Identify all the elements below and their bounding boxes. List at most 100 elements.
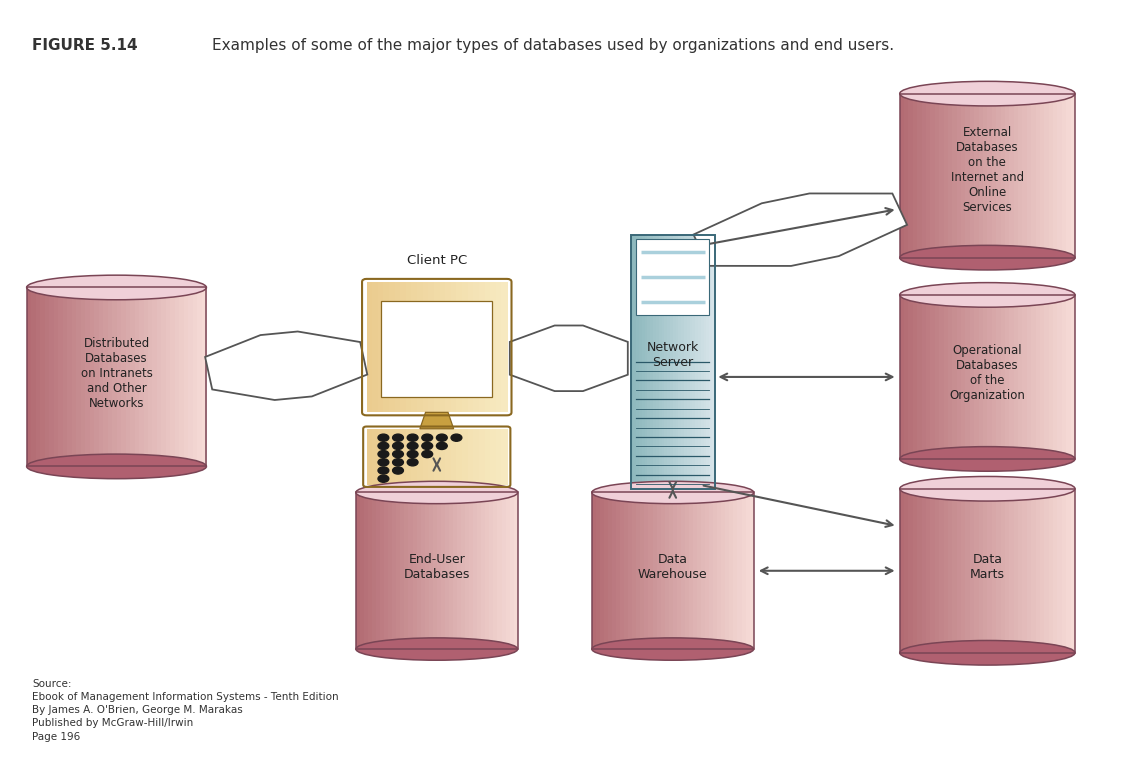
Polygon shape bbox=[608, 492, 612, 649]
Polygon shape bbox=[667, 235, 670, 489]
Polygon shape bbox=[701, 492, 705, 649]
Polygon shape bbox=[1010, 94, 1014, 258]
Polygon shape bbox=[718, 492, 722, 649]
Polygon shape bbox=[367, 282, 372, 412]
Polygon shape bbox=[126, 288, 130, 466]
Polygon shape bbox=[661, 235, 664, 489]
Ellipse shape bbox=[27, 275, 206, 300]
Polygon shape bbox=[649, 492, 653, 649]
Circle shape bbox=[393, 442, 403, 450]
Polygon shape bbox=[1066, 489, 1071, 653]
Polygon shape bbox=[1062, 94, 1066, 258]
Polygon shape bbox=[417, 282, 423, 412]
Polygon shape bbox=[636, 492, 641, 649]
Text: Operational
Databases
of the
Organization: Operational Databases of the Organizatio… bbox=[950, 344, 1026, 403]
Polygon shape bbox=[676, 235, 679, 489]
Polygon shape bbox=[672, 235, 676, 489]
Polygon shape bbox=[729, 492, 734, 649]
Polygon shape bbox=[1040, 295, 1045, 459]
Polygon shape bbox=[384, 428, 389, 485]
Polygon shape bbox=[185, 288, 189, 466]
Text: Examples of some of the major types of databases used by organizations and end u: Examples of some of the major types of d… bbox=[212, 38, 894, 53]
Polygon shape bbox=[412, 492, 417, 649]
Polygon shape bbox=[473, 282, 480, 412]
Polygon shape bbox=[1036, 489, 1040, 653]
Circle shape bbox=[378, 459, 388, 466]
Polygon shape bbox=[406, 282, 412, 412]
Polygon shape bbox=[162, 288, 166, 466]
Polygon shape bbox=[644, 492, 649, 649]
Circle shape bbox=[393, 434, 403, 441]
Polygon shape bbox=[947, 94, 953, 258]
Polygon shape bbox=[931, 295, 935, 459]
Polygon shape bbox=[970, 295, 975, 459]
Polygon shape bbox=[501, 282, 507, 412]
Polygon shape bbox=[600, 492, 604, 649]
Ellipse shape bbox=[355, 638, 517, 661]
Polygon shape bbox=[424, 492, 429, 649]
Polygon shape bbox=[1057, 94, 1062, 258]
Polygon shape bbox=[935, 295, 940, 459]
Polygon shape bbox=[650, 235, 653, 489]
Polygon shape bbox=[445, 492, 449, 649]
Polygon shape bbox=[616, 492, 620, 649]
Polygon shape bbox=[506, 492, 511, 649]
Polygon shape bbox=[428, 428, 435, 485]
Polygon shape bbox=[428, 282, 435, 412]
Polygon shape bbox=[473, 428, 480, 485]
Polygon shape bbox=[975, 489, 979, 653]
Polygon shape bbox=[705, 492, 710, 649]
Polygon shape bbox=[205, 332, 367, 400]
Polygon shape bbox=[192, 288, 198, 466]
Polygon shape bbox=[685, 492, 689, 649]
Circle shape bbox=[422, 451, 432, 457]
Polygon shape bbox=[693, 235, 695, 489]
Circle shape bbox=[378, 442, 388, 450]
Circle shape bbox=[437, 442, 447, 450]
Polygon shape bbox=[1005, 295, 1010, 459]
Polygon shape bbox=[456, 282, 463, 412]
Circle shape bbox=[378, 467, 388, 474]
Polygon shape bbox=[76, 288, 82, 466]
Text: Client PC: Client PC bbox=[406, 254, 466, 267]
Polygon shape bbox=[401, 492, 405, 649]
Polygon shape bbox=[1062, 489, 1066, 653]
Polygon shape bbox=[698, 235, 701, 489]
Polygon shape bbox=[721, 492, 726, 649]
Polygon shape bbox=[944, 94, 949, 258]
Ellipse shape bbox=[900, 641, 1075, 665]
Bar bbox=[381, 301, 492, 396]
Polygon shape bbox=[1071, 489, 1075, 653]
Polygon shape bbox=[486, 492, 490, 649]
Polygon shape bbox=[644, 235, 648, 489]
Polygon shape bbox=[689, 235, 693, 489]
Polygon shape bbox=[376, 492, 380, 649]
Polygon shape bbox=[947, 295, 953, 459]
Polygon shape bbox=[437, 492, 441, 649]
Polygon shape bbox=[171, 288, 175, 466]
Text: FIGURE 5.14: FIGURE 5.14 bbox=[32, 38, 138, 53]
Polygon shape bbox=[98, 288, 103, 466]
Polygon shape bbox=[975, 94, 979, 258]
Text: Network
Server: Network Server bbox=[646, 341, 698, 368]
Polygon shape bbox=[468, 282, 474, 412]
Polygon shape bbox=[935, 489, 940, 653]
Polygon shape bbox=[201, 288, 207, 466]
Polygon shape bbox=[1022, 489, 1027, 653]
Polygon shape bbox=[1040, 94, 1045, 258]
Polygon shape bbox=[365, 492, 368, 649]
Polygon shape bbox=[1010, 489, 1014, 653]
Polygon shape bbox=[89, 288, 94, 466]
Polygon shape bbox=[372, 282, 378, 412]
Polygon shape bbox=[1053, 489, 1058, 653]
Polygon shape bbox=[909, 94, 914, 258]
Polygon shape bbox=[741, 492, 746, 649]
Polygon shape bbox=[412, 282, 418, 412]
Polygon shape bbox=[509, 492, 514, 649]
Polygon shape bbox=[704, 235, 706, 489]
Polygon shape bbox=[1057, 489, 1062, 653]
Polygon shape bbox=[620, 492, 625, 649]
Polygon shape bbox=[456, 428, 463, 485]
Polygon shape bbox=[1031, 295, 1036, 459]
Polygon shape bbox=[422, 282, 429, 412]
